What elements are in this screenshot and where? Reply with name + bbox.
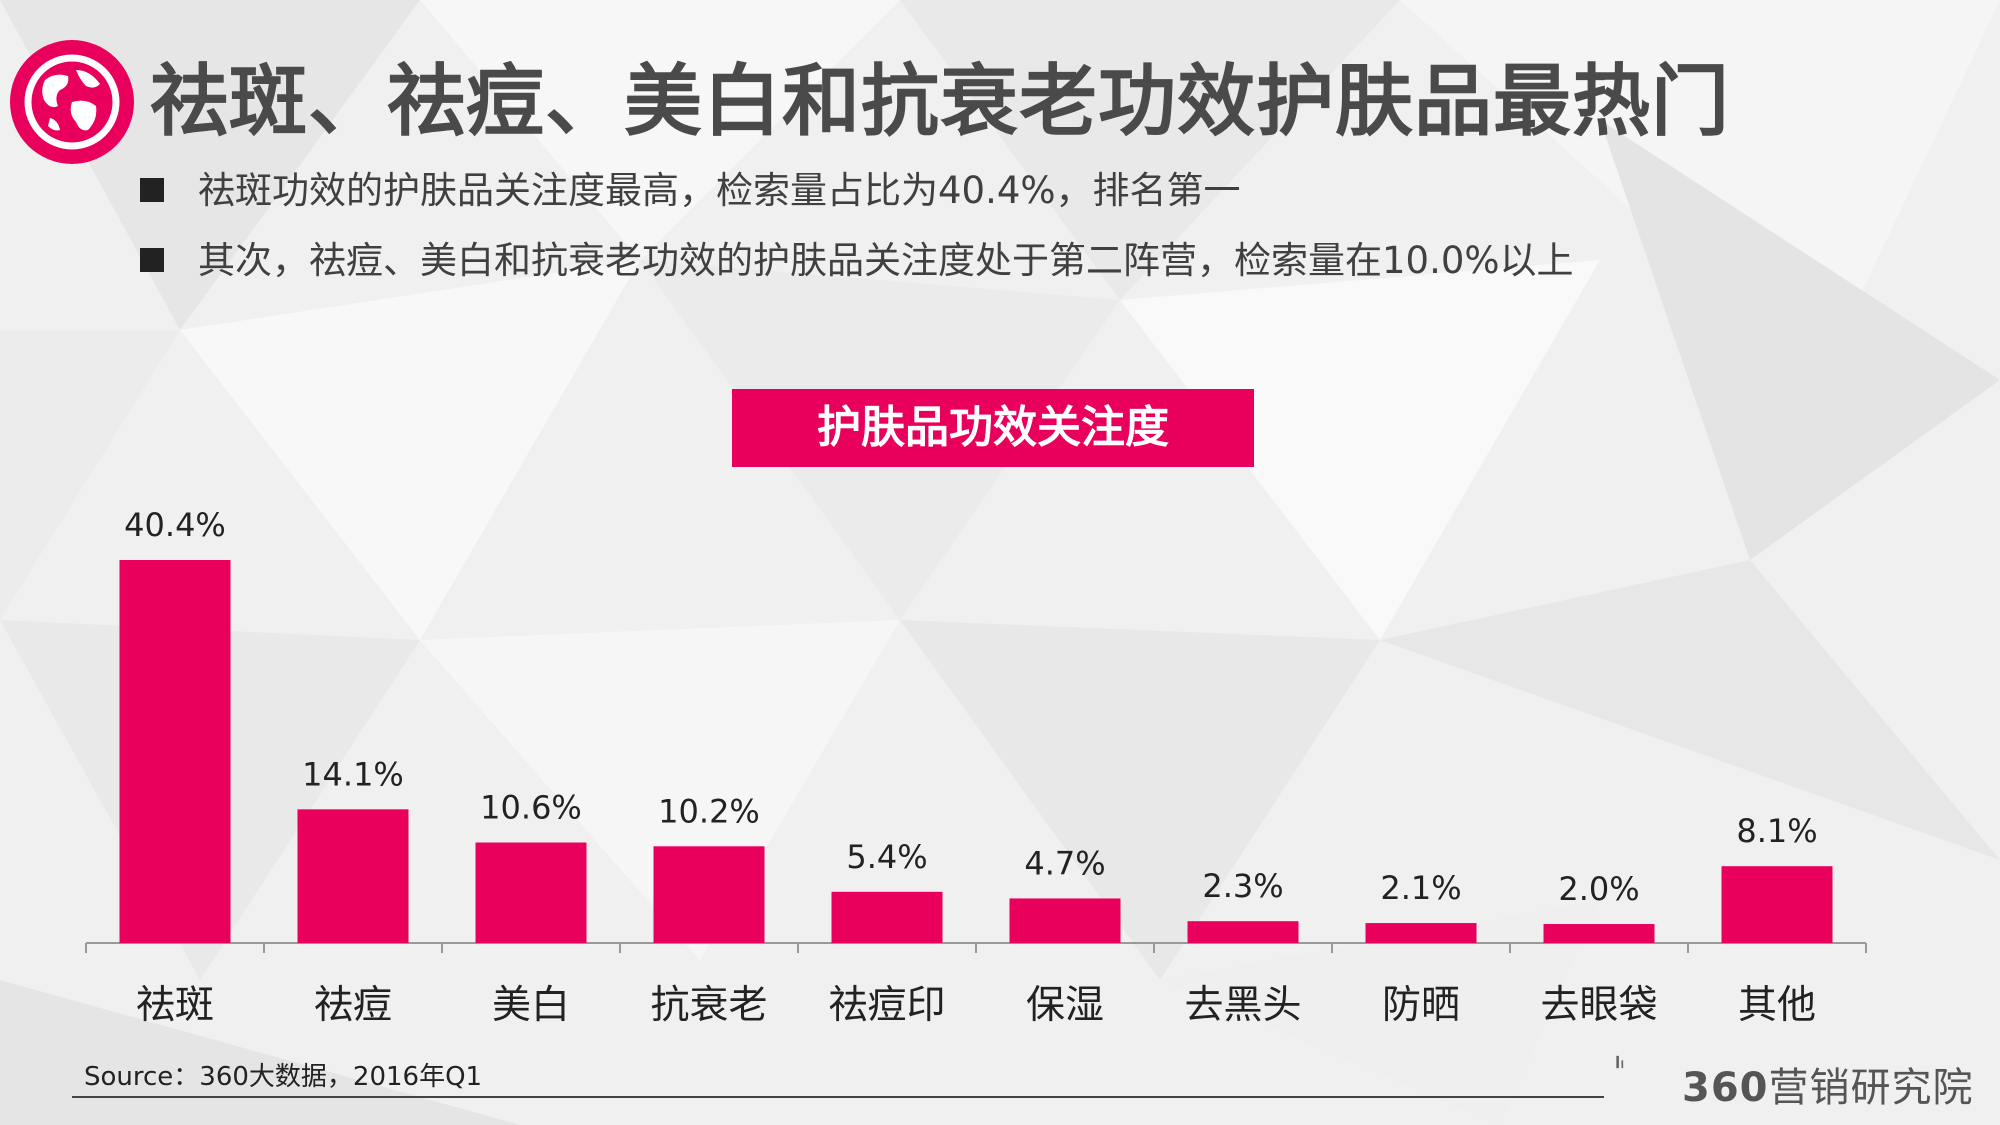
bar-value-label: 2.3% [1202, 867, 1283, 905]
bullet-item: 祛斑功效的护肤品关注度最高，检索量占比为40.4%，排名第一 [140, 166, 1241, 216]
x-tick-label: 去眼袋 [1540, 983, 1657, 1028]
bar-value-label: 40.4% [124, 506, 226, 544]
x-tick-label: 祛痘 [314, 983, 392, 1028]
x-tick-label: 保湿 [1026, 983, 1104, 1028]
x-tick-label: 防晒 [1382, 983, 1460, 1028]
bar [297, 809, 409, 943]
source-note: Source：360大数据，2016年Q1 [84, 1062, 483, 1092]
globe-icon [10, 40, 134, 164]
bar [1721, 866, 1833, 943]
footer-divider [72, 1096, 1604, 1098]
x-tick-label: 其他 [1738, 983, 1816, 1028]
bar-value-label: 8.1% [1736, 812, 1817, 850]
bullet-text: 祛斑功效的护肤品关注度最高，检索量占比为40.4%，排名第一 [198, 169, 1241, 212]
bar [1543, 924, 1655, 943]
bar [653, 846, 765, 943]
chart-title: 护肤品功效关注度 [732, 389, 1254, 467]
bar-value-label: 2.0% [1558, 870, 1639, 908]
bullet-square-icon [140, 247, 164, 272]
bar [1187, 921, 1299, 943]
bullet-text: 其次，祛痘、美白和抗衰老功效的护肤品关注度处于第二阵营，检索量在10.0%以上 [198, 239, 1574, 282]
bar-value-label: 14.1% [302, 755, 404, 793]
bullet-item: 其次，祛痘、美白和抗衰老功效的护肤品关注度处于第二阵营，检索量在10.0%以上 [140, 236, 1574, 286]
x-tick-label: 祛斑 [136, 983, 214, 1028]
x-tick-label: 去黑头 [1184, 983, 1301, 1028]
page-title: 祛斑、祛痘、美白和抗衰老功效护肤品最热门 [150, 57, 1731, 147]
bar [475, 842, 587, 943]
brand-name: 360营销研究院 [1682, 1065, 1974, 1111]
bar [1365, 923, 1477, 943]
x-tick-label: 美白 [492, 983, 570, 1028]
brand-logo-bars [1616, 1055, 1624, 1069]
bar [831, 891, 943, 943]
bar-value-label: 10.2% [658, 792, 760, 830]
bullet-square-icon [140, 177, 164, 202]
bar-value-label: 5.4% [846, 838, 927, 876]
x-tick-label: 抗衰老 [650, 983, 767, 1028]
bar-value-label: 10.6% [480, 789, 582, 827]
x-tick-label: 祛痘印 [828, 983, 945, 1028]
bar [119, 560, 231, 943]
bar-value-label: 4.7% [1024, 844, 1105, 882]
bar [1009, 898, 1121, 943]
bar-value-label: 2.1% [1380, 869, 1461, 907]
